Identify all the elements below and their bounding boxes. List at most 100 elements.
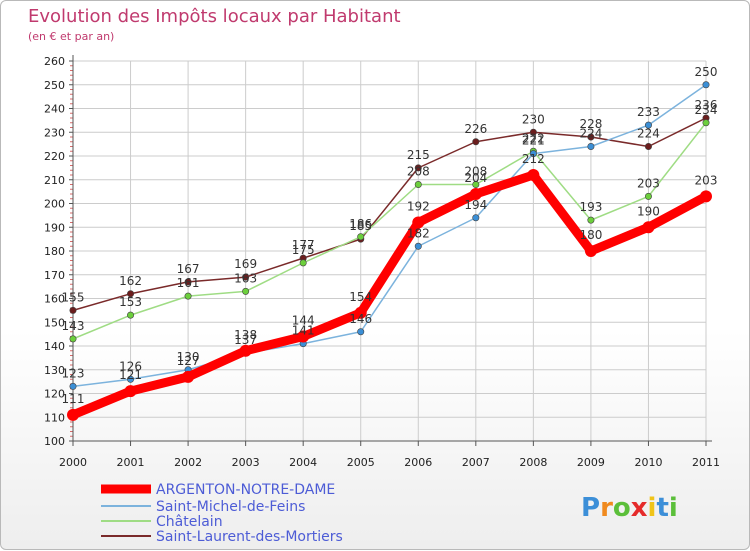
data-point bbox=[357, 233, 365, 241]
data-label: 123 bbox=[62, 366, 85, 380]
data-label: 208 bbox=[407, 165, 430, 179]
x-tick-label: 2001 bbox=[117, 456, 145, 469]
data-point bbox=[644, 143, 652, 151]
x-tick-label: 2010 bbox=[634, 456, 662, 469]
data-label: 162 bbox=[119, 274, 142, 288]
data-point bbox=[529, 128, 537, 136]
data-point bbox=[127, 311, 135, 319]
data-point bbox=[702, 119, 710, 127]
x-tick-label: 2003 bbox=[232, 456, 260, 469]
data-point bbox=[127, 290, 135, 298]
data-point bbox=[239, 344, 252, 357]
logo-letter: o bbox=[613, 493, 631, 523]
chart-subtitle: (en € et par an) bbox=[28, 30, 114, 43]
x-tick-label: 2007 bbox=[462, 456, 490, 469]
data-label: 177 bbox=[292, 238, 315, 252]
data-label: 185 bbox=[349, 219, 372, 233]
data-point bbox=[182, 370, 195, 383]
data-point bbox=[472, 214, 480, 222]
legend-entry: Saint-Michel-de-Feins bbox=[156, 499, 305, 515]
y-tick-label: 210 bbox=[44, 174, 65, 187]
legend-entry: ARGENTON-NOTRE-DAME bbox=[156, 482, 335, 498]
data-label: 204 bbox=[464, 171, 487, 185]
y-tick-label: 130 bbox=[44, 364, 65, 377]
data-label: 138 bbox=[234, 328, 257, 342]
y-tick-label: 110 bbox=[44, 411, 65, 424]
data-point bbox=[472, 181, 480, 189]
data-label: 193 bbox=[579, 200, 602, 214]
data-point bbox=[587, 143, 595, 151]
data-label: 161 bbox=[177, 276, 200, 290]
data-point bbox=[242, 273, 250, 281]
data-point bbox=[184, 278, 192, 286]
y-tick-label: 240 bbox=[44, 103, 65, 116]
data-label: 130 bbox=[177, 350, 200, 364]
axis-layer: 100 110 120 130 140 150 160 170 180 190 200 210 220 2… bbox=[44, 55, 720, 469]
proxiti-logo: Proxiti bbox=[581, 493, 678, 523]
data-label: 222 bbox=[522, 131, 545, 145]
data-label: 154 bbox=[349, 290, 372, 304]
x-tick-label: 2009 bbox=[577, 456, 605, 469]
data-label: 143 bbox=[62, 319, 85, 333]
x-tick-label: 2011 bbox=[692, 456, 720, 469]
data-label: 186 bbox=[349, 217, 372, 231]
data-label: 233 bbox=[637, 105, 660, 119]
data-point bbox=[529, 150, 537, 158]
logo-letter: i bbox=[669, 493, 678, 523]
data-point bbox=[414, 242, 422, 250]
data-point bbox=[644, 121, 652, 129]
data-label: 203 bbox=[695, 173, 718, 187]
x-tick-label: 2008 bbox=[519, 456, 547, 469]
data-point bbox=[69, 335, 77, 343]
data-point bbox=[299, 259, 307, 267]
data-point bbox=[69, 306, 77, 314]
y-tick-label: 190 bbox=[44, 221, 65, 234]
y-tick-label: 200 bbox=[44, 198, 65, 211]
y-tick-label: 120 bbox=[44, 388, 65, 401]
legend-entry: Saint-Laurent-des-Mortiers bbox=[156, 529, 343, 545]
series-line bbox=[72, 117, 707, 312]
logo-letter: i bbox=[648, 493, 657, 523]
data-point bbox=[700, 190, 712, 203]
data-label: 126 bbox=[119, 359, 142, 373]
y-tick-label: 150 bbox=[44, 316, 65, 329]
data-label: 192 bbox=[407, 200, 430, 214]
logo-letter: t bbox=[656, 493, 668, 523]
data-label: 167 bbox=[177, 262, 200, 276]
data-point bbox=[587, 133, 595, 141]
data-point bbox=[412, 216, 425, 229]
data-label: 180 bbox=[579, 228, 602, 242]
data-label: 175 bbox=[292, 243, 315, 257]
x-tick-label: 2005 bbox=[347, 456, 375, 469]
data-label: 127 bbox=[177, 354, 200, 368]
data-point bbox=[469, 188, 482, 200]
data-point bbox=[702, 81, 710, 89]
y-tick-label: 160 bbox=[44, 293, 65, 306]
logo-letter: x bbox=[631, 493, 648, 523]
data-label: 234 bbox=[695, 103, 718, 117]
data-label: 169 bbox=[234, 257, 257, 271]
data-point bbox=[354, 306, 367, 319]
data-point bbox=[242, 287, 250, 295]
data-label: 228 bbox=[579, 117, 602, 131]
data-label: 250 bbox=[695, 65, 718, 79]
data-point bbox=[414, 164, 422, 172]
data-point bbox=[357, 328, 365, 336]
data-point bbox=[527, 169, 540, 181]
x-tick-label: 2000 bbox=[59, 456, 87, 469]
data-label: 137 bbox=[234, 333, 257, 347]
y-tick-label: 180 bbox=[44, 245, 65, 258]
data-label: 224 bbox=[637, 127, 660, 141]
data-point bbox=[69, 382, 77, 390]
data-label: 182 bbox=[407, 226, 430, 240]
data-point bbox=[184, 292, 192, 300]
data-label: 141 bbox=[292, 324, 315, 338]
data-point bbox=[642, 221, 655, 234]
data-label: 226 bbox=[464, 122, 487, 136]
data-label: 236 bbox=[695, 98, 718, 112]
data-point bbox=[127, 375, 135, 383]
data-label: 208 bbox=[464, 165, 487, 179]
data-label: 153 bbox=[119, 295, 142, 309]
